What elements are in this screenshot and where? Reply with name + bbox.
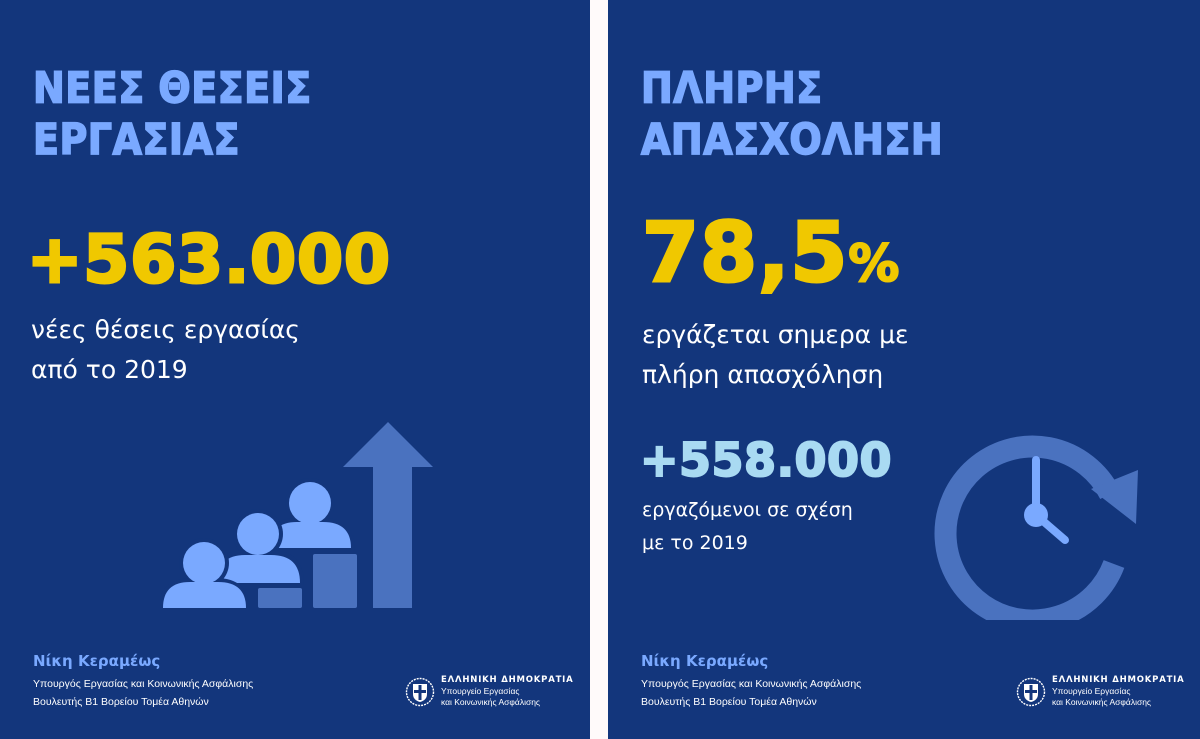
signature-role: Υπουργός Εργασίας και Κοινωνικής Ασφάλισ… bbox=[641, 678, 862, 690]
big-number-value: 78,5 bbox=[640, 205, 849, 303]
signature-name: Νίκη Κεραμέως bbox=[33, 652, 161, 670]
signature-constituency: Βουλευτής Β1 Βορείου Τομέα Αθηνών bbox=[641, 696, 817, 708]
logo-line-1: ΕΛΛΗΝΙΚΗ ΔΗΜΟΚΡΑΤΙΑ bbox=[441, 675, 574, 685]
headline-line-2: ΑΠΑΣΧΟΛΗΣΗ bbox=[640, 114, 944, 165]
logo-line-3: και Κοινωνικής Ασφάλισης bbox=[441, 697, 541, 707]
signature-constituency: Βουλευτής Β1 Βορείου Τομέα Αθηνών bbox=[33, 696, 209, 708]
clock-refresh-icon bbox=[934, 435, 1138, 620]
signature-role: Υπουργός Εργασίας και Κοινωνικής Ασφάλισ… bbox=[33, 678, 254, 690]
caption-line-2: πλήρη απασχόληση bbox=[642, 360, 884, 389]
ministry-logo: ΕΛΛΗΝΙΚΗ ΔΗΜΟΚΡΑΤΙΑ Υπουργείο Εργασίας κ… bbox=[1016, 675, 1185, 708]
sub-number: +558.000 bbox=[639, 432, 893, 488]
headline-line-1: ΝΕΕΣ ΘΕΣΕΙΣ bbox=[32, 62, 312, 113]
headline: ΝΕΕΣ ΘΕΣΕΙΣ ΕΡΓΑΣΙΑΣ bbox=[32, 62, 312, 165]
headline: ΠΛΗΡΗΣ ΑΠΑΣΧΟΛΗΣΗ bbox=[640, 62, 944, 165]
caption-line-2: από το 2019 bbox=[31, 355, 188, 384]
sub-caption-line-1: εργαζόμενοι σε σχέση bbox=[642, 499, 853, 521]
logo-line-2: Υπουργείο Εργασίας bbox=[441, 686, 520, 696]
logo-line-3: και Κοινωνικής Ασφάλισης bbox=[1052, 697, 1152, 707]
people-growth-arrow-icon bbox=[160, 422, 433, 610]
sub-caption-line-2: με το 2019 bbox=[642, 532, 748, 554]
signature-name: Νίκη Κεραμέως bbox=[641, 652, 769, 670]
infographic-full-employment: ΠΛΗΡΗΣ ΑΠΑΣΧΟΛΗΣΗ 78,5% εργάζεται σημερα… bbox=[608, 0, 1200, 739]
greek-emblem-icon bbox=[405, 677, 435, 706]
logo-line-2: Υπουργείο Εργασίας bbox=[1052, 686, 1131, 696]
caption-line-1: εργάζεται σημερα με bbox=[642, 320, 909, 349]
headline-line-1: ΠΛΗΡΗΣ bbox=[640, 62, 823, 113]
caption-line-1: νέες θέσεις εργασίας bbox=[31, 315, 300, 344]
logo-line-1: ΕΛΛΗΝΙΚΗ ΔΗΜΟΚΡΑΤΙΑ bbox=[1052, 675, 1185, 685]
big-number: +563.000 bbox=[26, 220, 392, 299]
greek-emblem-icon bbox=[1016, 677, 1046, 706]
headline-line-2: ΕΡΓΑΣΙΑΣ bbox=[32, 114, 240, 165]
big-number: 78,5% bbox=[640, 205, 901, 312]
sub-caption: εργαζόμενοι σε σχέση με το 2019 bbox=[642, 494, 853, 560]
big-number-suffix: % bbox=[847, 233, 901, 294]
caption: εργάζεται σημερα με πλήρη απασχόληση bbox=[642, 315, 909, 395]
ministry-logo: ΕΛΛΗΝΙΚΗ ΔΗΜΟΚΡΑΤΙΑ Υπουργείο Εργασίας κ… bbox=[405, 675, 574, 708]
caption: νέες θέσεις εργασίας από το 2019 bbox=[31, 310, 300, 390]
infographic-new-jobs: ΝΕΕΣ ΘΕΣΕΙΣ ΕΡΓΑΣΙΑΣ +563.000 νέες θέσει… bbox=[0, 0, 590, 739]
